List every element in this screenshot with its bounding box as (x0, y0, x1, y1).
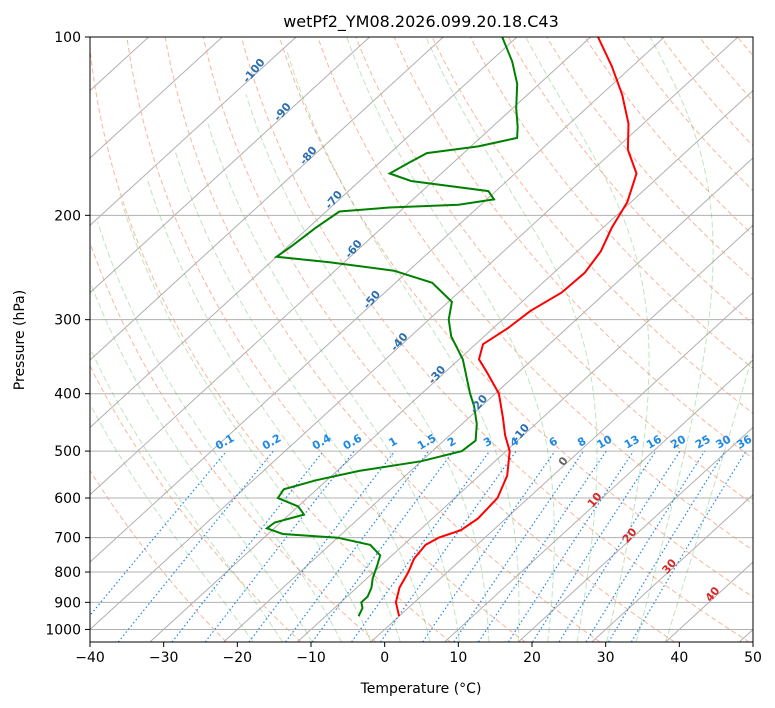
moist-adiabat-line (207, 123, 460, 642)
isotherm-line (517, 426, 753, 642)
isotherm-line (90, 37, 444, 361)
moist-adiabat-line (665, 351, 753, 642)
isotherm-line (90, 37, 370, 294)
mixing-ratio-line (585, 450, 706, 642)
mixing-ratio-line (453, 450, 585, 642)
mixing-ratio-line (248, 450, 396, 642)
dry-adiabat-line (393, 37, 753, 460)
isotherm-line (90, 37, 223, 159)
y-tick-label: 900 (54, 595, 81, 611)
y-axis-label: Pressure (hPa) (12, 290, 28, 390)
mixing-ratio-line (532, 450, 657, 642)
dry-adiabat-line (469, 37, 753, 370)
mixing-ratio-line (380, 450, 517, 642)
isotherm-line (90, 37, 518, 429)
isotherm-line (90, 37, 665, 563)
mixing-ratio-line (285, 450, 430, 642)
x-axis-ticks: −40 −30 −20 −10 0 10 20 30 40 50 (75, 642, 762, 666)
isotherm-line (0, 37, 1, 642)
dry-adiabat-line (355, 37, 753, 505)
isotherm-line (223, 157, 753, 642)
x-tick-label: −20 (223, 650, 253, 666)
isotherm-line (591, 494, 753, 642)
moist-adiabat-line (147, 180, 401, 642)
dry-adiabat-line (622, 37, 753, 192)
moist-adiabat-line (245, 94, 490, 642)
moist-adiabat-line (121, 201, 372, 642)
moist-adiabat-line (97, 221, 342, 642)
temperature-profile-line (394, 37, 638, 617)
chart-title: wetPf2_YM08.2026.099.20.18.C43 (283, 12, 559, 32)
moist-adiabat-line (174, 149, 431, 642)
mixing-ratio-line (90, 450, 228, 617)
dry-adiabat-line (584, 37, 753, 236)
dry-adiabat-line (431, 37, 753, 414)
dry-adiabat-line (90, 364, 302, 642)
dry-adiabat-line (317, 37, 753, 552)
y-tick-label: 200 (54, 208, 81, 224)
dry-adiabat-line (279, 37, 753, 598)
x-tick-label: −10 (296, 650, 326, 666)
moist-adiabat-line (90, 280, 313, 642)
mixing-ratio-line (507, 450, 635, 642)
mixing-ratio-line (311, 450, 454, 642)
dry-adiabat-line (508, 37, 753, 325)
y-tick-label: 1000 (45, 622, 81, 638)
isotherm-line (90, 37, 297, 227)
moist-adiabat-line (90, 346, 283, 642)
x-tick-label: −40 (75, 650, 105, 666)
dry-adiabat-line (202, 37, 675, 642)
moist-adiabat-line (525, 37, 650, 642)
isotherm-line (90, 37, 591, 496)
profiles (264, 37, 638, 617)
mixing-ratio-line (422, 450, 556, 642)
isotherm-line (370, 291, 753, 642)
y-axis-ticks: 100 200 300 400 500 600 700 800 900 1000 (45, 30, 90, 638)
y-tick-label: 400 (54, 387, 81, 403)
mixing-ratio-line (351, 450, 491, 642)
plot-frame (89, 36, 754, 643)
y-tick-label: 300 (54, 313, 81, 329)
y-tick-label: 600 (54, 491, 81, 507)
mixing-ratio-line (171, 450, 324, 642)
mixing-ratio-line (558, 450, 681, 642)
isotherm-line (296, 224, 753, 642)
moist-adiabat-line (635, 37, 714, 642)
x-tick-label: 20 (523, 650, 541, 666)
x-tick-label: 30 (597, 650, 615, 666)
y-tick-label: 800 (54, 565, 81, 581)
mixing-ratio-line (117, 450, 274, 642)
dry-adiabat-line (126, 37, 526, 642)
isotherm-line (149, 89, 753, 642)
plot-background (90, 37, 753, 642)
x-tick-label: 10 (449, 650, 467, 666)
dry-adiabat-line (90, 241, 377, 642)
x-axis-label: Temperature (°C) (360, 681, 482, 697)
background-lines (0, 37, 753, 642)
x-tick-label: 40 (670, 650, 688, 666)
y-tick-label: 700 (54, 531, 81, 547)
moist-adiabat-line (286, 49, 520, 642)
dry-adiabat-line (164, 37, 601, 642)
moist-adiabat-line (346, 37, 555, 642)
dewpoint-profile-line (264, 37, 519, 617)
mixing-ratio-line (608, 450, 726, 642)
isotherm-line (444, 359, 753, 642)
x-tick-label: −30 (149, 650, 179, 666)
x-tick-label: 0 (380, 650, 389, 666)
moist-adiabat-line (425, 37, 598, 642)
y-tick-label: 500 (54, 444, 81, 460)
x-tick-label: 50 (744, 650, 762, 666)
y-tick-label: 100 (54, 30, 81, 46)
dry-adiabat-line (240, 37, 750, 642)
mixing-ratio-line (477, 450, 607, 642)
